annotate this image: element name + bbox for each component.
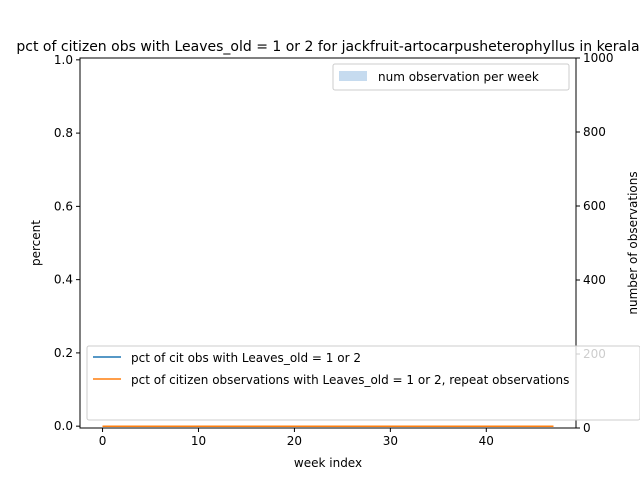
x-axis-ticks: 0 10 20 30 40 (99, 428, 494, 448)
y-left-tick-label: 0.4 (54, 273, 73, 287)
y-right-tick-label: 400 (583, 273, 606, 287)
plot-area (79, 57, 577, 429)
y-right-tick-label: 800 (583, 125, 606, 139)
legend-lower-label-2: pct of citizen observations with Leaves_… (131, 373, 569, 387)
x-tick-label: 20 (287, 434, 302, 448)
legend-upper-label: num observation per week (378, 70, 539, 84)
y-left-tick-label: 1.0 (54, 53, 73, 67)
legend-lower-box (86, 345, 640, 421)
x-tick-label: 0 (99, 434, 107, 448)
y-left-tick-label: 0.8 (54, 126, 73, 140)
x-tick-label: 30 (383, 434, 398, 448)
legend-upper-box (332, 63, 570, 91)
legend-lower-label-1: pct of cit obs with Leaves_old = 1 or 2 (131, 351, 361, 365)
y-left-tick-label: 0.0 (54, 419, 73, 433)
y-right-tick-label: 600 (583, 199, 606, 213)
x-tick-label: 10 (191, 434, 206, 448)
x-axis-label: week index (294, 456, 362, 470)
y-axis-right-label: number of observations (626, 171, 640, 314)
y-right-tick-label: 1000 (583, 51, 614, 65)
legend-upper-swatch (339, 71, 367, 81)
y-axis-left-ticks: 0.0 0.2 0.4 0.6 0.8 1.0 (54, 53, 80, 433)
plot-frame (79, 57, 577, 429)
y-left-tick-label: 0.2 (54, 346, 73, 360)
legend-lower: pct of cit obs with Leaves_old = 1 or 2 … (86, 345, 640, 421)
y-right-tick-label: 0 (583, 421, 591, 435)
y-axis-left-label: percent (29, 220, 43, 266)
x-tick-label: 40 (479, 434, 494, 448)
chart-title: pct of citizen obs with Leaves_old = 1 o… (16, 39, 639, 55)
y-left-tick-label: 0.6 (54, 199, 73, 213)
legend-upper: num observation per week (332, 63, 570, 91)
